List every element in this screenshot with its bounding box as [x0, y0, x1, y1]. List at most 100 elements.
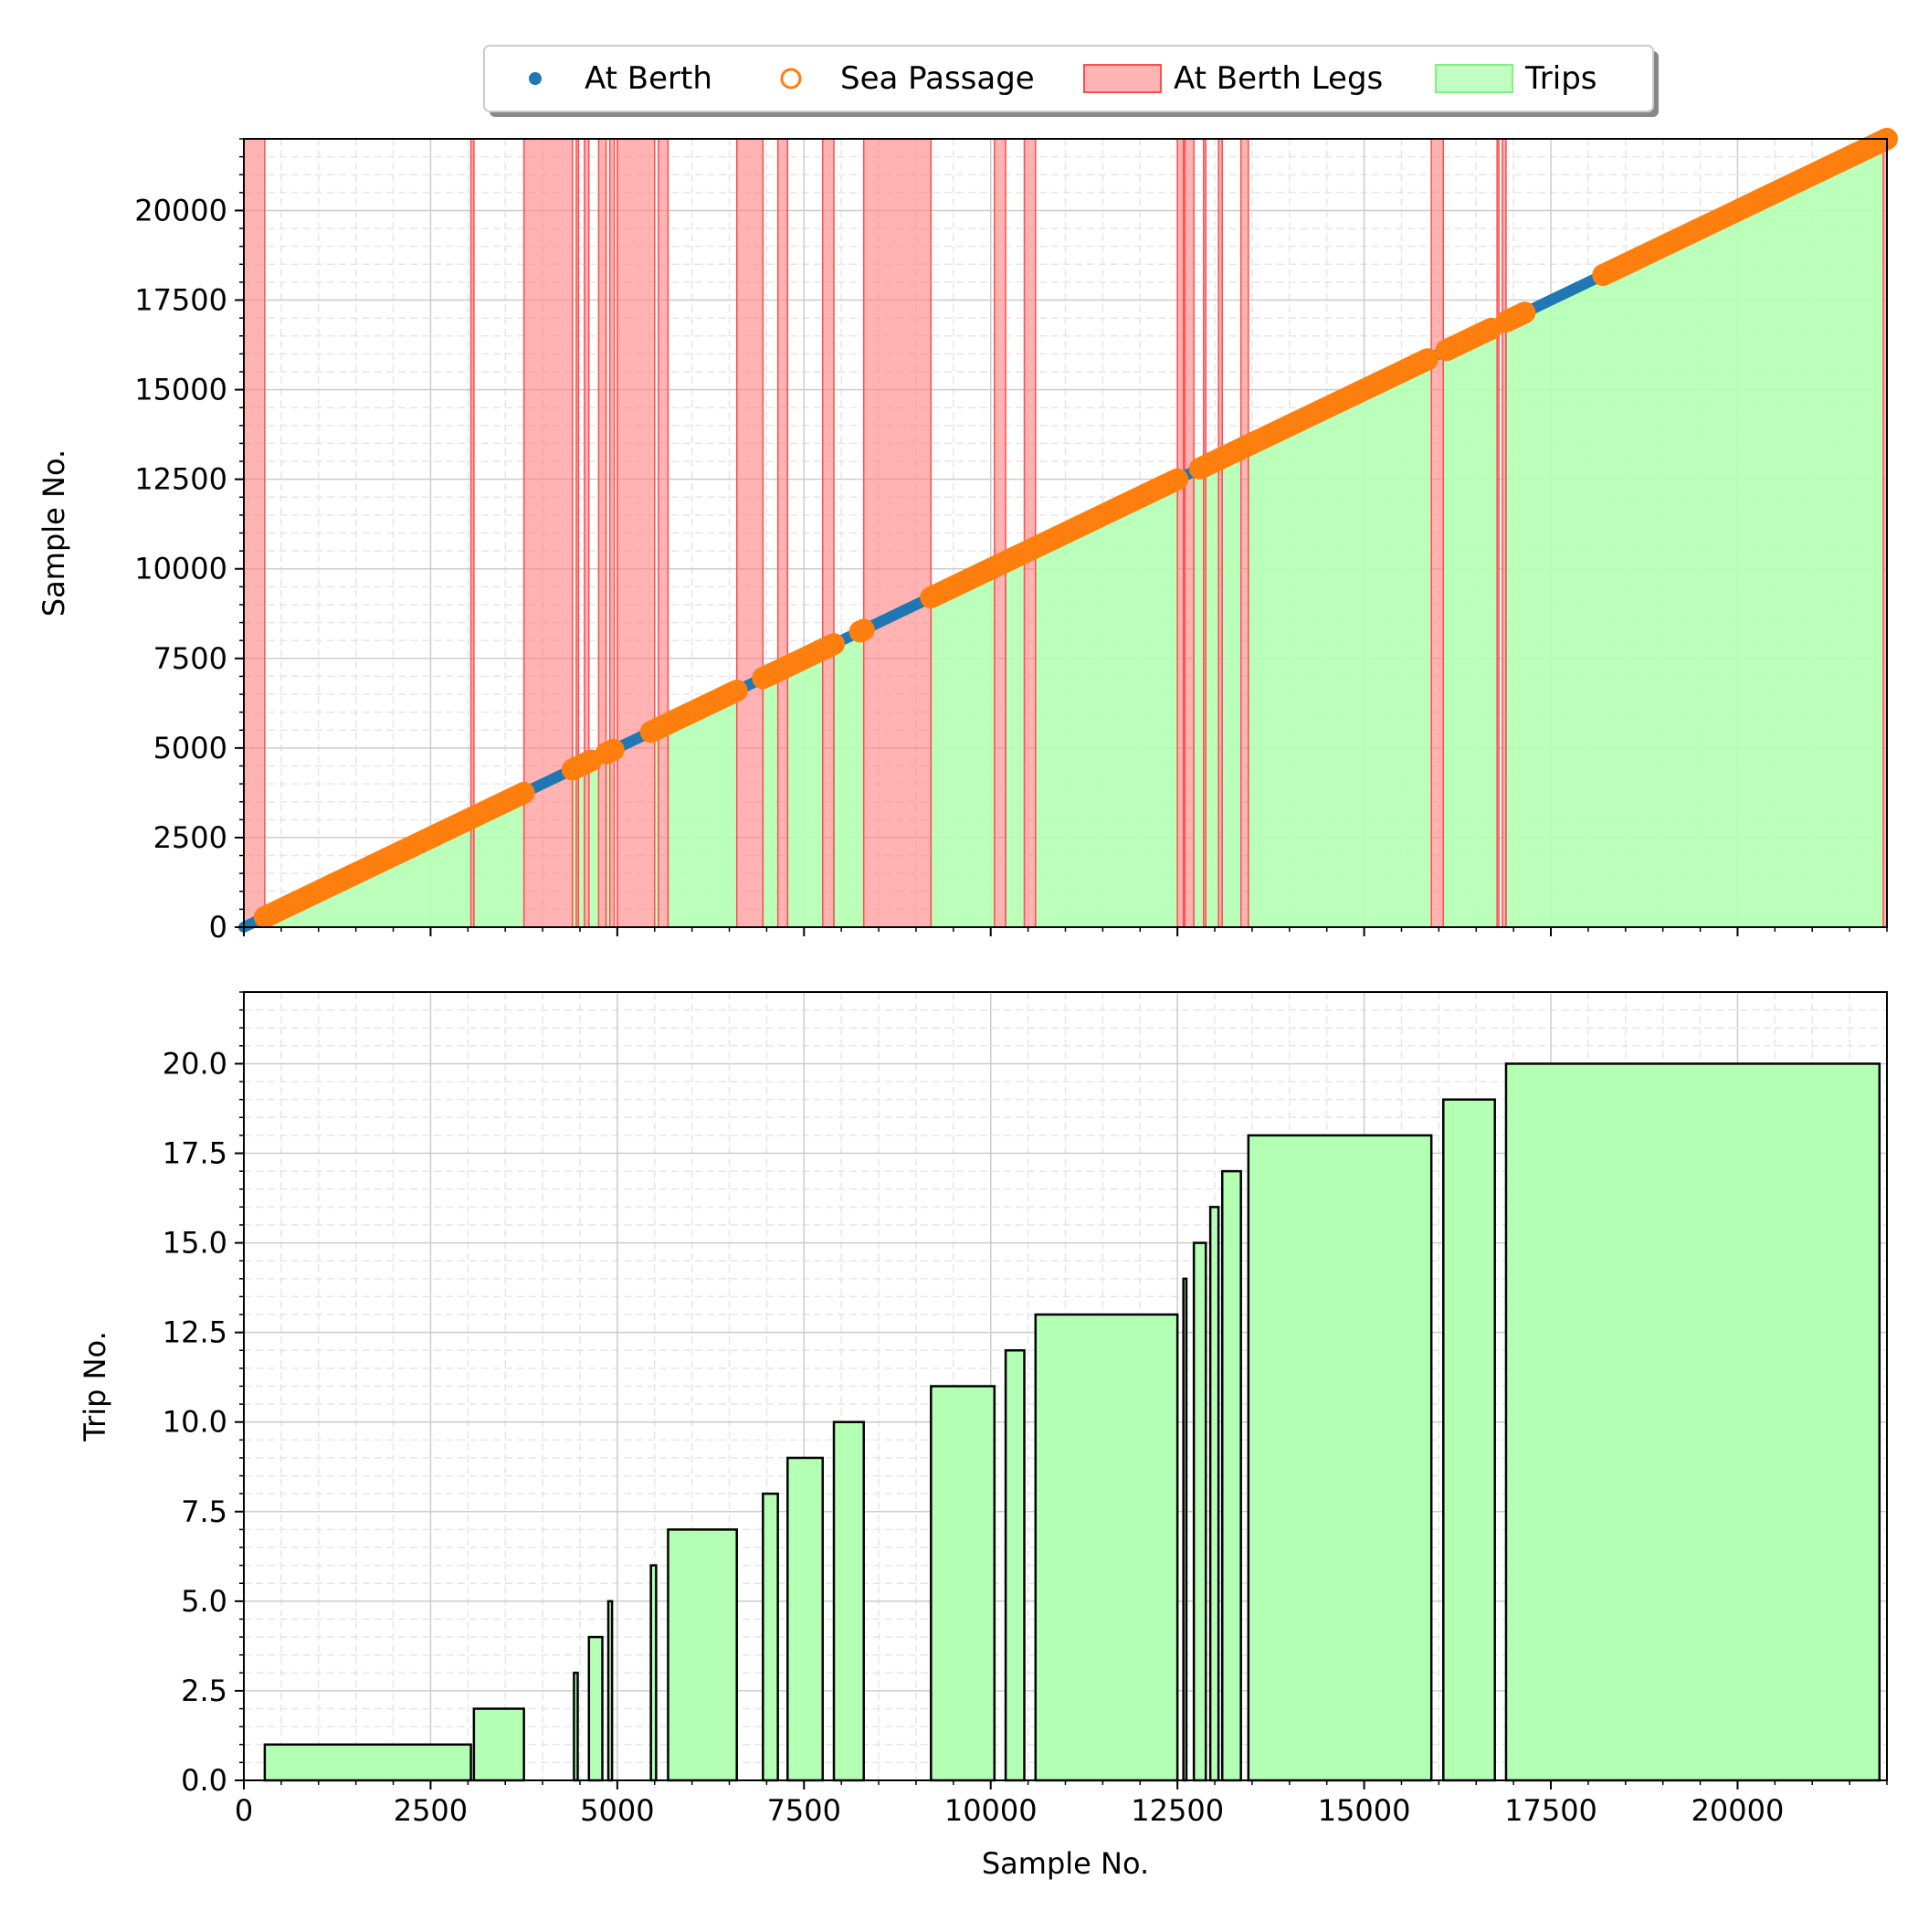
- trip-bar: [1504, 1062, 1881, 1782]
- sea-passage-marker: [1189, 458, 1211, 480]
- y-tick-label: 12.5: [163, 1315, 227, 1350]
- trip-bar: [1004, 1349, 1026, 1782]
- trip-area: [1006, 553, 1025, 927]
- y-tick-label: 20.0: [163, 1046, 227, 1081]
- x-tick-label: 0: [235, 1793, 253, 1828]
- trip-bar: [1034, 1313, 1179, 1782]
- trip-area: [654, 728, 659, 927]
- berth-leg-band: [658, 138, 669, 928]
- trip-area: [1505, 140, 1883, 927]
- sea-passage-points: [1188, 348, 1439, 480]
- x-tick-label: 17500: [1504, 1793, 1597, 1828]
- legend: At Berth Sea Passage At Berth Legs Trips: [483, 45, 1659, 117]
- berth-leg-band: [1496, 138, 1500, 928]
- sea-passage-points: [639, 680, 748, 744]
- trip-area: [606, 751, 610, 927]
- sea-passage-points: [1592, 128, 1898, 287]
- trip-area: [1035, 479, 1178, 927]
- trip-area: [1206, 459, 1219, 927]
- trip-area: [572, 767, 576, 927]
- trip-bar: [263, 1743, 472, 1782]
- sea-passage-points: [595, 738, 625, 765]
- berth-leg-band: [776, 138, 789, 928]
- y-tick-label: 2500: [153, 820, 227, 855]
- trip-bar: [930, 1385, 996, 1782]
- berth-leg-band: [1239, 138, 1249, 928]
- bottom-y-axis-label: Trip No.: [78, 1331, 112, 1442]
- trip-bar: [587, 1635, 604, 1782]
- top-ticks: 0 2500 5000 7500 10000 12500 15000 17500 20000: [134, 138, 1888, 945]
- y-tick-label: 10.0: [163, 1405, 227, 1440]
- sea-passage-marker: [1592, 264, 1614, 286]
- x-tick-label: 10000: [944, 1793, 1038, 1828]
- y-tick-label: 5000: [153, 731, 227, 765]
- berth-leg-band: [821, 138, 835, 928]
- y-tick-label: 7500: [153, 641, 227, 676]
- x-tick-label: 15000: [1318, 1793, 1411, 1828]
- legend-box: [483, 45, 1654, 112]
- x-tick-label: 12500: [1131, 1793, 1224, 1828]
- berth-leg-band: [1217, 138, 1223, 928]
- y-tick-label: 10000: [134, 552, 227, 586]
- trip-area: [834, 629, 864, 927]
- bottom-panel: 0 2500 5000 7500 10000 12500 15000 17500 20000 0.…: [78, 991, 1888, 1881]
- top-trips-area: [264, 140, 1884, 927]
- sea-passage-marker: [640, 721, 662, 743]
- x-tick-label: 2500: [394, 1793, 468, 1828]
- y-tick-label: 12500: [134, 462, 227, 497]
- x-tick-label: 7500: [767, 1793, 841, 1828]
- trip-bar: [649, 1564, 658, 1782]
- sea-passage-marker: [562, 758, 584, 780]
- legend-label: At Berth Legs: [1174, 60, 1383, 97]
- sea-passage-marker: [1495, 311, 1517, 333]
- y-tick-label: 0.0: [181, 1763, 227, 1798]
- trip-area: [1194, 466, 1204, 927]
- trip-bar: [832, 1420, 865, 1782]
- berth-leg-band: [608, 138, 616, 928]
- bottom-x-axis-label: Sample No.: [982, 1846, 1149, 1881]
- legend-sea-passage-marker: [780, 68, 802, 90]
- trip-area: [1222, 449, 1241, 927]
- trip-bar: [762, 1492, 779, 1782]
- berth-leg-band: [1203, 138, 1207, 928]
- berth-leg-band: [575, 138, 580, 928]
- y-tick-label: 2.5: [181, 1673, 227, 1708]
- trip-area: [473, 792, 524, 927]
- trip-bar: [667, 1528, 738, 1782]
- sea-passage-marker: [1166, 469, 1188, 491]
- trip-area: [1248, 357, 1432, 927]
- sea-passage-marker: [1417, 348, 1438, 370]
- sea-passage-marker: [1513, 301, 1535, 323]
- trip-bar: [1182, 1277, 1188, 1782]
- x-tick-label: 5000: [580, 1793, 654, 1828]
- legend-label: Sea Passage: [840, 60, 1035, 97]
- top-panel: 0 2500 5000 7500 10000 12500 15000 17500 20000 S…: [37, 128, 1898, 945]
- trip-area: [588, 756, 599, 927]
- trip-area: [578, 764, 585, 927]
- bottom-ticks: 0 2500 5000 7500 10000 12500 15000 17500 20000 0.…: [163, 991, 1888, 1828]
- trip-bar: [1442, 1098, 1496, 1782]
- y-tick-label: 17.5: [163, 1136, 227, 1171]
- y-tick-label: 15.0: [163, 1226, 227, 1261]
- sea-passage-points: [253, 781, 535, 929]
- berth-leg-band: [735, 138, 764, 928]
- berth-leg-band: [243, 138, 266, 928]
- legend-berth-legs-patch: [1083, 64, 1162, 93]
- legend-items: At Berth Sea Passage At Berth Legs Trips: [529, 60, 1597, 97]
- sea-passage-points: [848, 618, 875, 643]
- top-y-axis-label: Sample No.: [37, 449, 71, 617]
- berth-leg-band: [616, 138, 656, 928]
- legend-trips-patch: [1435, 64, 1513, 93]
- berth-leg-band: [522, 138, 574, 928]
- sea-passage-marker: [853, 618, 875, 640]
- trip-bar: [786, 1456, 824, 1782]
- trip-bar: [1220, 1169, 1242, 1782]
- trip-area: [763, 670, 778, 927]
- sea-passage-marker: [823, 633, 845, 655]
- y-tick-label: 5.0: [181, 1584, 227, 1619]
- x-tick-label: 20000: [1691, 1793, 1785, 1828]
- trip-bar: [1192, 1241, 1207, 1782]
- y-tick-label: 15000: [134, 373, 227, 407]
- berth-leg-band: [994, 138, 1006, 928]
- trip-area: [668, 691, 737, 927]
